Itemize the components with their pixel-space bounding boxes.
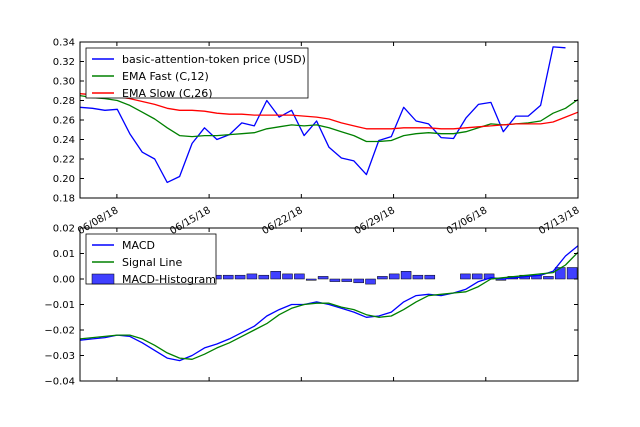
histogram-bar — [341, 278, 353, 282]
bottom-series-line-1 — [79, 251, 579, 360]
x-tick-label: 07/06/18 — [445, 205, 489, 237]
histogram-bar — [566, 267, 578, 280]
top-y-tick-label: 0.34 — [53, 38, 75, 49]
top-y-tick-label: 0.22 — [53, 155, 75, 166]
x-tick-label: 06/29/18 — [353, 205, 397, 237]
histogram-bar — [424, 274, 436, 280]
histogram-bar — [329, 278, 341, 282]
histogram-bar — [554, 267, 566, 280]
x-tick-label: 06/22/18 — [260, 205, 304, 237]
histogram-bar — [258, 274, 270, 280]
histogram-bar — [317, 276, 329, 280]
top-legend-label: EMA Fast (C,12) — [122, 70, 209, 83]
x-tick-label: 06/15/18 — [168, 205, 212, 237]
histogram-bar — [400, 271, 412, 280]
top-legend-label: basic-attention-token price (USD) — [122, 53, 306, 66]
histogram-bar — [365, 278, 376, 285]
top-y-tick-label: 0.30 — [53, 77, 75, 88]
histogram-bar — [294, 273, 305, 280]
top-series-line-1 — [79, 94, 579, 143]
bottom-y-tick-label: −0.01 — [44, 300, 75, 311]
bottom-y-tick-label: −0.03 — [44, 351, 75, 362]
histogram-bar — [305, 278, 317, 281]
bottom-legend-label: MACD — [122, 239, 155, 252]
histogram-bar — [353, 278, 364, 284]
bottom-panel-lines — [79, 245, 579, 362]
histogram-bar — [246, 273, 258, 280]
histogram-bar — [270, 271, 281, 280]
top-series-line-2 — [79, 93, 579, 130]
histogram-bar — [483, 273, 495, 280]
histogram-bar — [388, 273, 400, 280]
top-y-tick-label: 0.20 — [53, 174, 75, 185]
top-y-tick-label: 0.32 — [53, 57, 75, 68]
histogram-bar — [222, 274, 234, 280]
x-tick-label: 07/13/18 — [537, 205, 581, 237]
histogram-bar — [282, 273, 293, 280]
top-legend-label: EMA Slow (C,26) — [122, 87, 212, 100]
top-legend-box — [85, 47, 309, 99]
top-y-tick-label: 0.28 — [53, 96, 75, 107]
histogram-bar — [543, 276, 554, 280]
top-y-tick-label: 0.18 — [53, 194, 75, 205]
bottom-y-tick-label: −0.02 — [44, 326, 75, 337]
top-series-line-0 — [79, 46, 566, 184]
bottom-y-tick-label: 0.02 — [53, 224, 75, 235]
legends: basic-attention-token price (USD) EMA Fas… — [85, 47, 309, 286]
bottom-y-tick-label: −0.04 — [44, 377, 75, 388]
histogram-bar — [234, 274, 246, 280]
top-y-tick-label: 0.24 — [53, 135, 75, 146]
top-panel-lines — [79, 46, 579, 184]
histogram-bar — [471, 273, 483, 280]
bottom-y-tick-label: 0.01 — [53, 249, 75, 260]
bottom-legend-swatch — [91, 273, 115, 285]
top-y-tick-label: 0.26 — [53, 116, 75, 127]
bottom-legend-label: MACD-Histogram — [122, 273, 216, 286]
x-tick-label: 06/08/18 — [76, 205, 120, 237]
bottom-legend-label: Signal Line — [122, 256, 182, 269]
histogram-bar — [377, 276, 388, 280]
histogram-bar — [412, 274, 424, 280]
histogram-bar — [460, 273, 471, 280]
bottom-y-tick-label: 0.00 — [53, 275, 75, 286]
